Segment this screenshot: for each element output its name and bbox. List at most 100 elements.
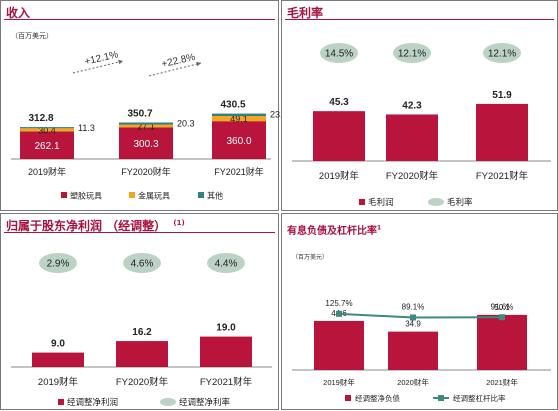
debt-category-1: 2020财年 (397, 377, 429, 387)
revenue-label-0-2: 360.0 (226, 136, 251, 147)
gross-margin-bar-2 (476, 103, 528, 161)
net-profit-value-2: 19.0 (216, 323, 236, 334)
revenue-growth-arrow-0 (72, 60, 124, 74)
gross-margin-legend-label-bar: 毛利润 (368, 197, 394, 207)
net-profit-legend-swatch-bar (58, 399, 64, 405)
revenue-bar-0-1 (119, 127, 173, 159)
net-profit-category-0: 2019财年 (38, 376, 79, 388)
debt-legend-swatch-bar (345, 395, 351, 401)
debt-bar-0 (314, 320, 364, 370)
net-profit-legend-label-bar: 经调整净利润 (67, 397, 118, 407)
revenue-bar-2-0 (20, 127, 74, 129)
net-profit-title: 归属于股东净利润 （经调整） (1) (6, 217, 185, 234)
net-profit-category-1: FY2020财年 (116, 376, 169, 388)
revenue-legend-label-2: 其他 (207, 191, 223, 201)
revenue-legend-label-0: 塑胶玩具 (70, 191, 102, 201)
debt-bar-1 (388, 331, 438, 370)
revenue-growth-label-0: +12.1% (84, 49, 120, 67)
gross-margin-category-2: FY2021财年 (476, 170, 529, 182)
revenue-bar-0-0 (20, 131, 74, 159)
net-profit-rate-label-0: 2.9% (47, 259, 70, 270)
revenue-legend-swatch-0 (61, 192, 67, 198)
gross-margin-chart: 14.5% 45.3 2019财年 12.1% 42.3 FY2020财年 12.1% 51.… (292, 43, 551, 207)
revenue-bar-1-0 (20, 128, 74, 132)
net-profit-title-note: (1) (173, 219, 185, 227)
leverage-label-0: 125.7% (325, 299, 352, 308)
debt-category-0: 2019财年 (323, 377, 355, 387)
revenue-growth-arrowhead-1 (196, 61, 201, 67)
leverage-label-2: 91.6% (491, 302, 514, 311)
debt-bar-2 (477, 314, 527, 370)
debt-leverage-title-text: 有息负债及杠杆比率 (287, 226, 377, 237)
revenue-growth-arrowhead-0 (118, 59, 123, 65)
net-profit-chart: 2.9% 9.0 2019财年 4.6% 16.2 FY2020财年 4.4% 19.0 FY2… (11, 253, 272, 407)
gross-margin-rate-bubble-1 (393, 43, 431, 63)
revenue-label-1-2: 49.1 (230, 114, 248, 124)
revenue-total-0: 312.8 (28, 113, 53, 124)
debt-leverage-chart: 44.62019财年34.92020财年50.12021财年125.7%89.1… (292, 299, 551, 403)
net-profit-rate-bubble-2 (207, 253, 245, 273)
gross-margin-value-0: 45.3 (329, 97, 349, 108)
debt-legend-label-bar: 经调整净负债 (355, 393, 400, 403)
net-profit-panel: 归属于股东净利润 （经调整） (1) 2.9% 9.0 2019财年 4.6% 16.2… (0, 213, 279, 410)
net-profit-bar-0 (32, 352, 84, 367)
gross-margin-bar-0 (313, 111, 365, 161)
revenue-category-2: FY2021财年 (214, 166, 264, 177)
net-profit-title-text: 归属于股东净利润 （经调整） (6, 219, 167, 233)
gross-margin-rate-bubble-2 (483, 43, 521, 63)
leverage-marker-2 (499, 314, 505, 321)
net-profit-rate-bubble-0 (39, 253, 77, 273)
revenue-growth-label-1: +22.8% (161, 52, 197, 70)
net-profit-rate-bubble-1 (123, 253, 161, 273)
revenue-legend-label-1: 金属玩具 (138, 191, 170, 201)
revenue-title-underline (4, 19, 275, 20)
net-profit-legend-swatch-rate (160, 398, 176, 406)
gross-margin-category-1: FY2020财年 (386, 170, 439, 182)
debt-leverage-title-note: 1 (377, 224, 382, 232)
gross-margin-category-0: 2019财年 (319, 170, 360, 182)
revenue-bar-1-1 (119, 124, 173, 128)
revenue-label-1-1: 27.1 (137, 122, 155, 132)
net-profit-rate-label-1: 4.6% (131, 259, 154, 270)
debt-value-1: 34.9 (405, 320, 421, 329)
debt-legend-swatch-marker (438, 395, 444, 401)
gross-margin-rate-label-0: 14.5% (325, 49, 353, 60)
net-profit-category-2: FY2021财年 (200, 376, 253, 388)
revenue-legend-swatch-2 (198, 192, 204, 198)
revenue-legend-swatch-1 (129, 192, 135, 198)
gross-margin-bar-1 (386, 114, 438, 161)
net-profit-title-underline (4, 232, 275, 233)
revenue-growth-arrow-1 (148, 62, 202, 77)
debt-leverage-panel: 有息负债及杠杆比率1 （百万美元） 44.62019财年34.92020财年50… (281, 213, 558, 410)
gross-margin-rate-bubble-0 (320, 43, 358, 63)
debt-legend-label-line: 经调整杠杆比率 (453, 393, 506, 403)
debt-value-2: 50.1 (494, 303, 510, 312)
revenue-title: 收入 (6, 6, 31, 20)
revenue-chart: 262.1 30.4 11.3 312.8 2019财年 300.3 27.1 20.3 350… (11, 49, 288, 201)
revenue-panel: 收入 （百万美元） 262.1 30.4 11.3 312.8 2019财年 300.3 2… (0, 0, 288, 211)
revenue-label-0-1: 300.3 (133, 139, 158, 150)
revenue-total-1: 350.7 (127, 108, 152, 119)
revenue-category-1: FY2020财年 (121, 166, 171, 177)
revenue-bar-2-1 (119, 122, 173, 125)
debt-leverage-title: 有息负债及杠杆比率1 (287, 222, 381, 237)
revenue-label-2-1: 20.3 (177, 118, 195, 128)
gross-margin-title: 毛利率 (287, 6, 324, 20)
net-profit-value-1: 16.2 (132, 327, 152, 338)
net-profit-bar-2 (200, 336, 252, 367)
net-profit-rate-label-2: 4.4% (215, 259, 238, 270)
revenue-bar-0-2 (212, 121, 266, 159)
gross-margin-panel: 毛利率 14.5% 45.3 2019财年 12.1% 42.3 FY2020财年 12.1… (281, 0, 558, 211)
gross-margin-title-underline (285, 19, 554, 20)
revenue-unit: （百万美元） (11, 32, 53, 40)
debt-category-2: 2021财年 (486, 377, 518, 387)
net-profit-bar-1 (116, 341, 168, 367)
gross-margin-legend-swatch-bar (359, 199, 365, 205)
net-profit-value-0: 9.0 (51, 339, 65, 350)
revenue-total-2: 430.5 (220, 100, 245, 111)
gross-margin-rate-label-1: 12.1% (398, 49, 426, 60)
net-profit-legend-label-rate: 经调整净利率 (179, 397, 231, 407)
revenue-label-0-0: 262.1 (34, 141, 59, 152)
leverage-label-1: 89.1% (402, 303, 425, 312)
gross-margin-value-1: 42.3 (402, 100, 422, 111)
